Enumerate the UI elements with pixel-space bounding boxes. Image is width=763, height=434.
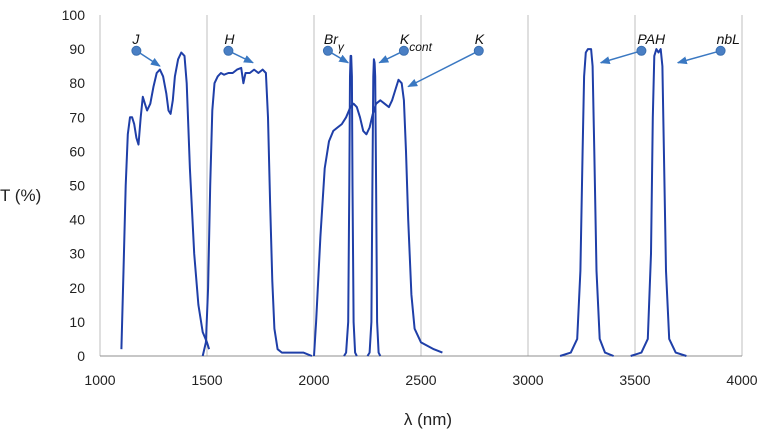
annotation-marker — [473, 45, 484, 56]
transmission-curve-2 — [201, 66, 313, 357]
annotation-subscript: cont — [409, 40, 432, 54]
annotation-arrow — [599, 50, 642, 65]
transmission-curve-1 — [120, 51, 211, 350]
y-tick-label: 60 — [69, 143, 85, 159]
y-tick-label: 50 — [69, 178, 85, 194]
annotation-subscript: γ — [338, 40, 345, 54]
transmission-curve-6 — [559, 48, 614, 357]
x-tick-labels: 1000 1500 2000 2500 3000 3500 4000 — [84, 372, 757, 388]
x-tick-label: 2000 — [298, 372, 329, 388]
x-axis-title: λ (nm) — [404, 410, 452, 429]
grid — [99, 15, 743, 357]
annotation-arrow — [676, 50, 721, 65]
annotation-marker — [223, 45, 234, 56]
annotation-marker — [636, 45, 647, 56]
x-tick-label: 1500 — [191, 372, 222, 388]
annotation-label: PAH — [637, 31, 666, 47]
y-tick-label: 70 — [69, 109, 85, 125]
y-axis-title: T (%) — [0, 186, 41, 205]
y-tick-labels: 0 10 20 30 40 50 60 70 80 90 100 — [62, 7, 86, 364]
annotation-arrow — [407, 50, 480, 88]
y-tick-label: 90 — [69, 41, 85, 57]
annotation-label: nbL — [717, 31, 740, 47]
y-tick-label: 40 — [69, 212, 85, 228]
y-tick-label: 100 — [62, 7, 86, 23]
y-tick-label: 80 — [69, 75, 85, 91]
transmission-curve-3 — [313, 78, 443, 357]
y-tick-label: 0 — [77, 348, 85, 364]
annotation-label: H — [224, 31, 235, 47]
annotation-marker — [715, 45, 726, 56]
annotation-marker — [131, 45, 142, 56]
transmission-curve-4 — [343, 54, 358, 357]
transmission-curve-5 — [366, 58, 382, 357]
x-tick-label: 2500 — [405, 372, 436, 388]
y-tick-label: 20 — [69, 280, 85, 296]
annotation-label: K — [475, 31, 485, 47]
filter-annotations: J H Brγ Kcont K PAH nbL — [131, 31, 740, 88]
x-tick-label: 3500 — [619, 372, 650, 388]
x-tick-label: 3000 — [512, 372, 543, 388]
y-tick-label: 10 — [69, 314, 85, 330]
transmission-curves — [120, 48, 687, 357]
annotation-marker — [398, 45, 409, 56]
x-tick-label: 1000 — [84, 372, 115, 388]
annotation-marker — [322, 45, 333, 56]
annotation-label: J — [131, 31, 140, 47]
y-tick-label: 30 — [69, 246, 85, 262]
x-tick-label: 4000 — [726, 372, 757, 388]
transmission-curve-7 — [630, 48, 687, 357]
